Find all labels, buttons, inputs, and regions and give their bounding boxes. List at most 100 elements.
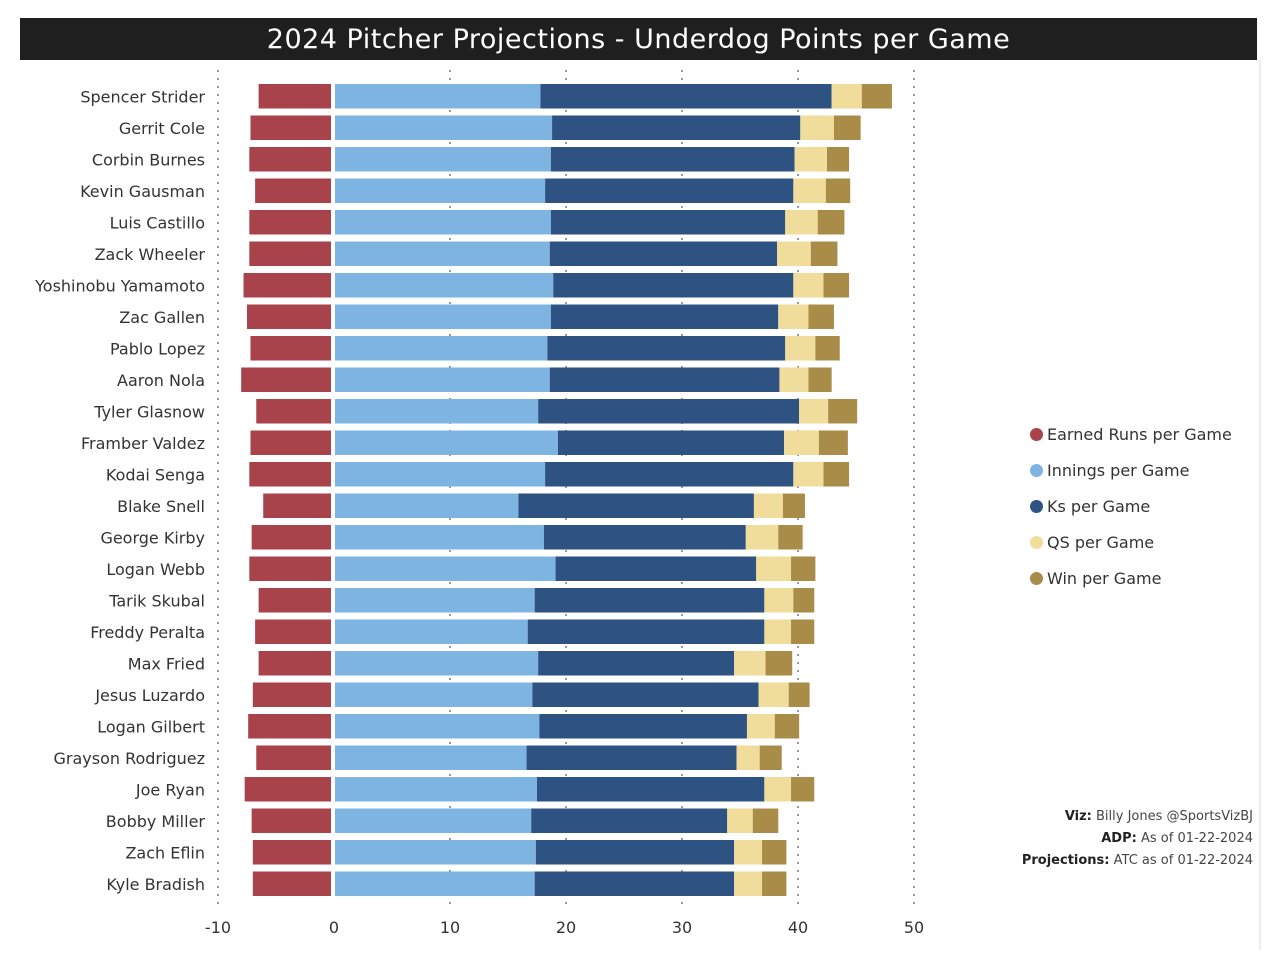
x-tick-label: 0 bbox=[329, 918, 339, 937]
bar-ks-per-game-corbin-burnes bbox=[550, 147, 795, 172]
category-label: Max Fried bbox=[128, 654, 205, 673]
bar-earned-runs-per-game-spencer-strider bbox=[258, 84, 331, 109]
category-label: George Kirby bbox=[100, 528, 205, 547]
bar-win-per-game-kyle-bradish bbox=[762, 871, 787, 896]
bar-earned-runs-per-game-gerrit-cole bbox=[250, 115, 331, 140]
bar-win-per-game-gerrit-cole bbox=[833, 115, 861, 140]
bar-win-per-game-freddy-peralta bbox=[791, 619, 815, 644]
category-label: Framber Valdez bbox=[81, 434, 205, 453]
bar-ks-per-game-freddy-peralta bbox=[527, 619, 765, 644]
bar-innings-per-game-max-fried bbox=[335, 651, 539, 676]
category-label: Jesus Luzardo bbox=[94, 686, 205, 705]
credit-adp: ADP: As of 01-22-2024 bbox=[1022, 828, 1253, 850]
bar-earned-runs-per-game-logan-gilbert bbox=[248, 714, 331, 739]
bar-qs-per-game-grayson-rodriguez bbox=[736, 745, 760, 770]
bar-qs-per-game-joe-ryan bbox=[764, 777, 792, 802]
category-label: Zac Gallen bbox=[119, 308, 205, 327]
bar-ks-per-game-gerrit-cole bbox=[552, 115, 801, 140]
bar-qs-per-game-corbin-burnes bbox=[794, 147, 827, 172]
bar-win-per-game-zach-eflin bbox=[762, 840, 787, 865]
bar-earned-runs-per-game-jesus-luzardo bbox=[252, 682, 331, 707]
legend-item-ks[interactable]: Ks per Game bbox=[1030, 488, 1232, 524]
category-label: Corbin Burnes bbox=[92, 150, 205, 169]
bar-earned-runs-per-game-corbin-burnes bbox=[249, 147, 331, 172]
bar-ks-per-game-blake-snell bbox=[518, 493, 754, 518]
category-label: Blake Snell bbox=[117, 497, 205, 516]
category-label: Zack Wheeler bbox=[95, 245, 206, 264]
legend-item-qs[interactable]: QS per Game bbox=[1030, 524, 1232, 560]
legend-swatch-innings bbox=[1030, 463, 1043, 477]
category-label: Kodai Senga bbox=[106, 465, 205, 484]
category-label: Kevin Gausman bbox=[80, 182, 205, 201]
legend-item-innings[interactable]: Innings per Game bbox=[1030, 452, 1232, 488]
bar-ks-per-game-tarik-skubal bbox=[534, 588, 765, 613]
bar-innings-per-game-luis-castillo bbox=[335, 210, 551, 235]
bar-qs-per-game-kodai-senga bbox=[793, 462, 824, 487]
bar-ks-per-game-zac-gallen bbox=[550, 304, 779, 329]
bar-innings-per-game-blake-snell bbox=[335, 493, 519, 518]
credit-projections: Projections: ATC as of 01-22-2024 bbox=[1022, 850, 1253, 872]
x-tick-label: 40 bbox=[788, 918, 808, 937]
legend-swatch-ks bbox=[1030, 499, 1043, 513]
category-label: Bobby Miller bbox=[106, 812, 206, 831]
bar-ks-per-game-tyler-glasnow bbox=[538, 399, 800, 424]
bar-innings-per-game-joe-ryan bbox=[335, 777, 537, 802]
category-label: Grayson Rodriguez bbox=[53, 749, 205, 768]
bar-win-per-game-zac-gallen bbox=[808, 304, 834, 329]
bar-ks-per-game-kodai-senga bbox=[545, 462, 794, 487]
bar-earned-runs-per-game-tarik-skubal bbox=[258, 588, 331, 613]
bar-win-per-game-joe-ryan bbox=[791, 777, 815, 802]
bar-qs-per-game-freddy-peralta bbox=[764, 619, 792, 644]
bar-innings-per-game-yoshinobu-yamamoto bbox=[335, 273, 554, 298]
bar-ks-per-game-pablo-lopez bbox=[547, 336, 786, 361]
bar-innings-per-game-kevin-gausman bbox=[335, 178, 546, 203]
bar-innings-per-game-gerrit-cole bbox=[335, 115, 553, 140]
bar-innings-per-game-zack-wheeler bbox=[335, 241, 550, 266]
bar-qs-per-game-max-fried bbox=[734, 651, 766, 676]
bar-ks-per-game-joe-ryan bbox=[537, 777, 765, 802]
bar-earned-runs-per-game-aaron-nola bbox=[241, 367, 331, 392]
bar-ks-per-game-zach-eflin bbox=[535, 840, 735, 865]
bar-innings-per-game-logan-webb bbox=[335, 556, 556, 581]
bar-qs-per-game-aaron-nola bbox=[779, 367, 809, 392]
bar-ks-per-game-framber-valdez bbox=[557, 430, 785, 455]
category-label: Gerrit Cole bbox=[119, 119, 205, 138]
credit-viz-label: Viz: bbox=[1064, 809, 1092, 824]
bar-qs-per-game-tyler-glasnow bbox=[799, 399, 829, 424]
category-label: Luis Castillo bbox=[110, 213, 205, 232]
legend-label: Innings per Game bbox=[1047, 460, 1190, 480]
bar-qs-per-game-luis-castillo bbox=[785, 210, 818, 235]
legend-item-win[interactable]: Win per Game bbox=[1030, 560, 1232, 596]
bar-earned-runs-per-game-tyler-glasnow bbox=[256, 399, 331, 424]
bar-win-per-game-logan-gilbert bbox=[774, 714, 800, 739]
legend-label: Earned Runs per Game bbox=[1047, 424, 1232, 444]
credit-projections-label: Projections: bbox=[1021, 853, 1110, 868]
legend-item-earned-runs[interactable]: Earned Runs per Game bbox=[1030, 416, 1232, 452]
bar-innings-per-game-pablo-lopez bbox=[335, 336, 548, 361]
bar-win-per-game-framber-valdez bbox=[818, 430, 848, 455]
bar-earned-runs-per-game-kyle-bradish bbox=[252, 871, 331, 896]
bar-earned-runs-per-game-george-kirby bbox=[251, 525, 331, 550]
bar-earned-runs-per-game-max-fried bbox=[258, 651, 331, 676]
bar-innings-per-game-framber-valdez bbox=[335, 430, 558, 455]
x-tick-label: -10 bbox=[205, 918, 231, 937]
bar-innings-per-game-kyle-bradish bbox=[335, 871, 535, 896]
category-label: Zach Eflin bbox=[125, 843, 205, 862]
bar-win-per-game-jesus-luzardo bbox=[788, 682, 810, 707]
bar-ks-per-game-bobby-miller bbox=[531, 808, 728, 833]
bar-win-per-game-tyler-glasnow bbox=[828, 399, 858, 424]
bar-innings-per-game-bobby-miller bbox=[335, 808, 532, 833]
category-label: Kyle Bradish bbox=[106, 875, 205, 894]
bar-earned-runs-per-game-zack-wheeler bbox=[249, 241, 331, 266]
bar-qs-per-game-gerrit-cole bbox=[800, 115, 834, 140]
category-label: Freddy Peralta bbox=[90, 623, 205, 642]
bar-earned-runs-per-game-kodai-senga bbox=[249, 462, 331, 487]
x-tick-label: 50 bbox=[904, 918, 924, 937]
bar-win-per-game-aaron-nola bbox=[808, 367, 832, 392]
bar-qs-per-game-logan-gilbert bbox=[746, 714, 775, 739]
bar-ks-per-game-aaron-nola bbox=[549, 367, 780, 392]
bar-earned-runs-per-game-kevin-gausman bbox=[255, 178, 331, 203]
bar-win-per-game-grayson-rodriguez bbox=[759, 745, 782, 770]
bar-earned-runs-per-game-freddy-peralta bbox=[255, 619, 331, 644]
bar-innings-per-game-spencer-strider bbox=[335, 84, 541, 109]
